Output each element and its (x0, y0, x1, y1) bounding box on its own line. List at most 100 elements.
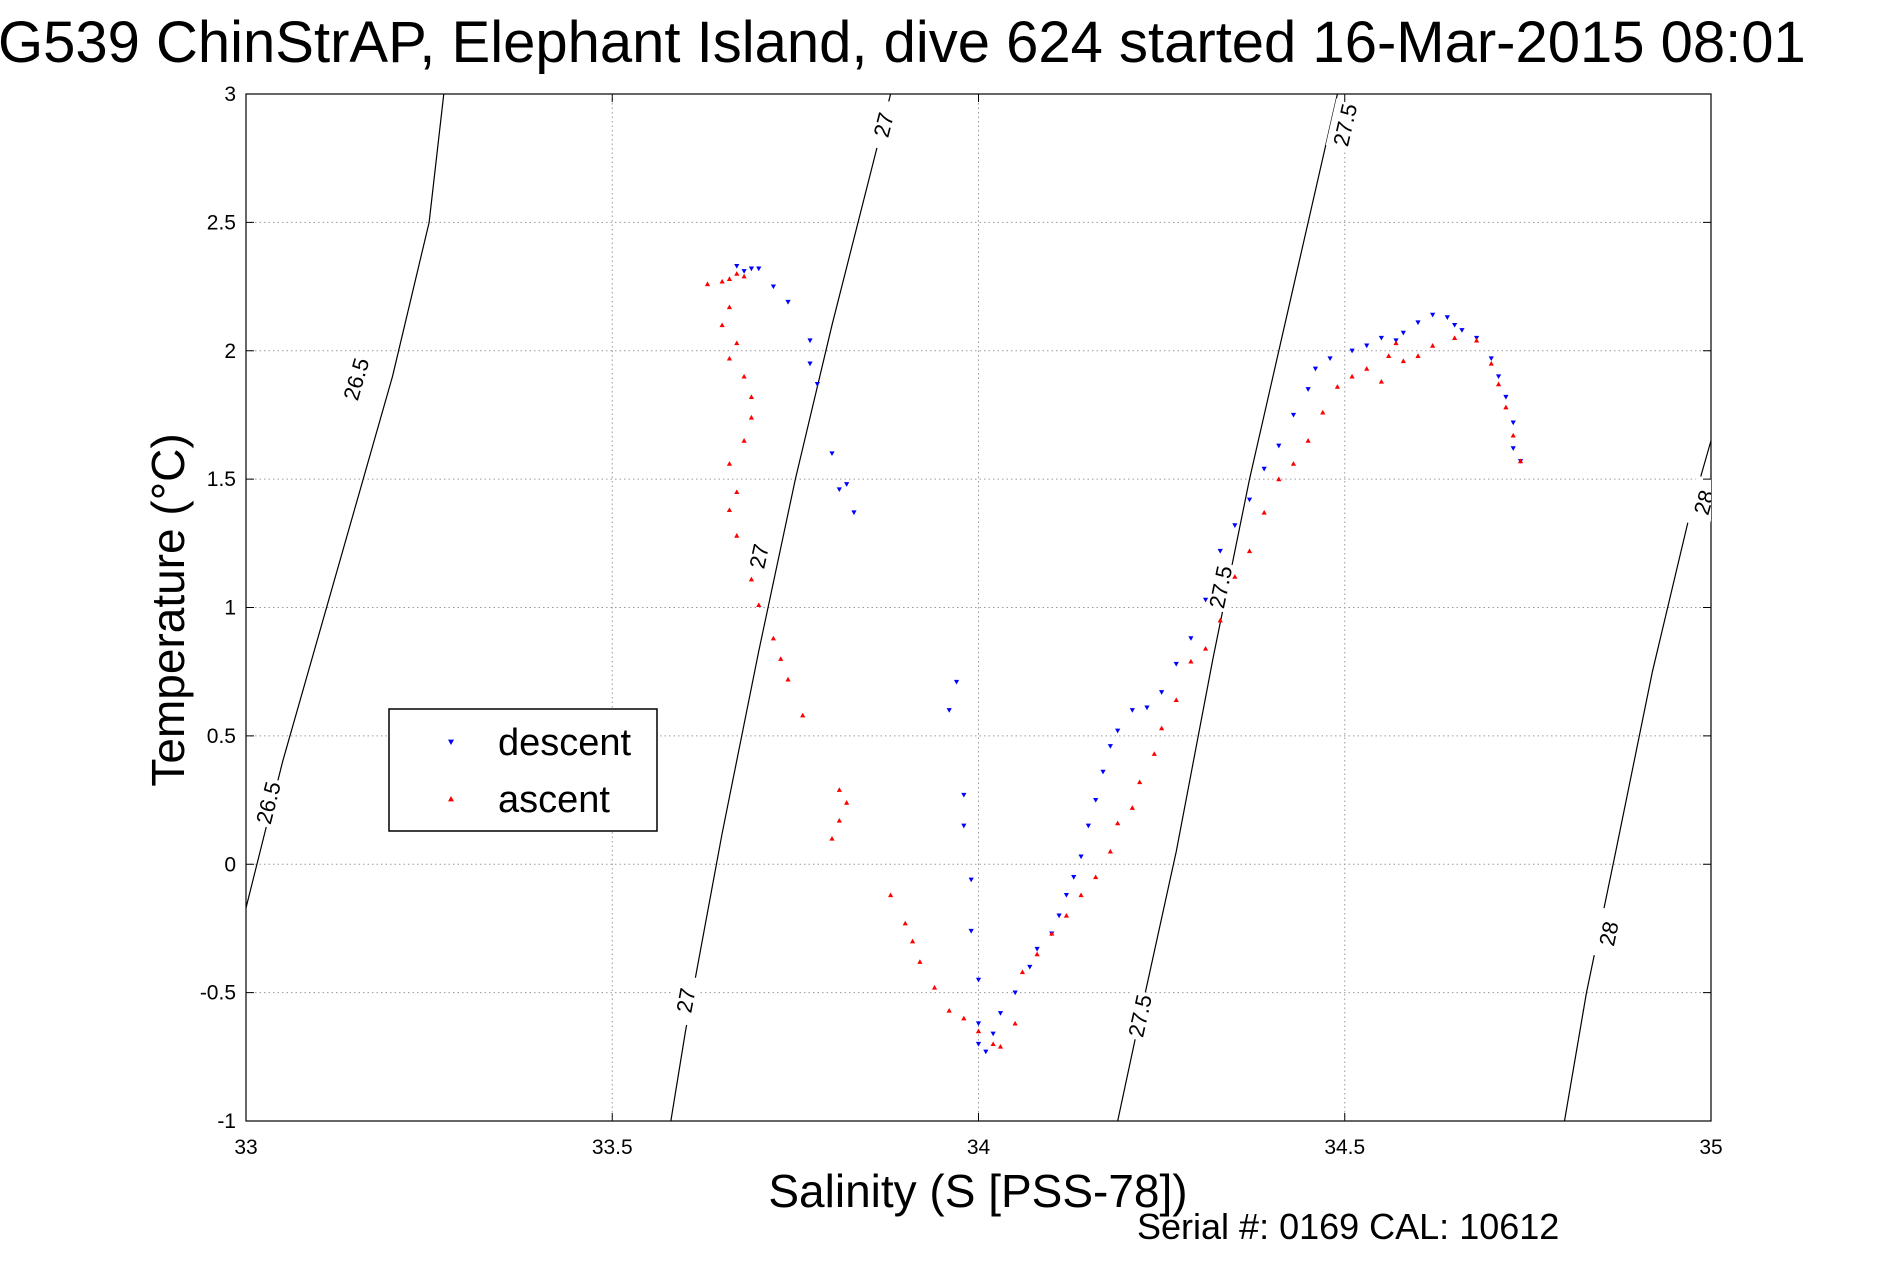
ascent-point (1386, 353, 1392, 358)
data-markers (704, 263, 1524, 1055)
ascent-point (1137, 779, 1143, 785)
ascent-point (726, 276, 733, 281)
descent-point (1129, 708, 1135, 713)
descent-point (748, 266, 755, 272)
ascent-point (748, 394, 755, 400)
ascent-point (990, 1041, 996, 1047)
legend-label-ascent: ascent (498, 779, 610, 821)
ascent-point (741, 273, 747, 279)
contour-label-bg (1683, 475, 1711, 529)
ascent-point (748, 414, 755, 420)
descent-point (1034, 946, 1040, 952)
descent-point (1261, 466, 1267, 472)
ascent-point (836, 787, 842, 792)
descent-point (770, 284, 776, 290)
descent-point (1276, 443, 1282, 449)
ascent-point (946, 1007, 952, 1013)
ascent-point (1173, 697, 1179, 703)
descent-point (851, 510, 857, 516)
descent-point (1510, 446, 1516, 451)
ascent-point (756, 602, 762, 608)
axis-ticks: 33 33.5 34 34.5 35 -1 -0.5 0 0.5 1 1.5 2 2.5 3 (200, 83, 1723, 1159)
ascent-point (734, 271, 740, 276)
ascent-point (1151, 751, 1157, 756)
ascent-point (1063, 913, 1069, 918)
legend-entries: descent ascent (448, 722, 632, 821)
descent-point (1349, 348, 1355, 354)
ascent-point (1349, 373, 1355, 379)
legend-marker-descent (448, 739, 454, 745)
y-tick-label: 2 (224, 340, 236, 363)
descent-point (1378, 335, 1384, 341)
ascent-point (726, 507, 733, 513)
contour-label: 28 (1689, 487, 1720, 517)
ascent-point (1290, 461, 1297, 466)
descent-point (961, 823, 967, 829)
descent-point (961, 792, 967, 798)
descent-point (1452, 322, 1458, 328)
descent-point (1400, 330, 1406, 336)
descent-point (844, 482, 850, 487)
descent-point (1488, 356, 1494, 362)
descent-point (1188, 636, 1194, 641)
contour-label-bg (1201, 560, 1237, 613)
descent-point (1503, 394, 1509, 400)
legend-marker-ascent (448, 796, 454, 802)
ascent-point (1129, 805, 1135, 810)
contour-label: 28 (1594, 919, 1623, 948)
descent-point (807, 361, 813, 367)
descent-point (1173, 661, 1179, 667)
x-tick-label: 34 (967, 1136, 991, 1159)
ascent-point (1364, 366, 1370, 371)
ascent-point (1393, 340, 1399, 346)
contour-label-bg (335, 352, 374, 406)
ascent-point (770, 635, 776, 641)
descent-point (1232, 523, 1238, 528)
descent-point (1305, 387, 1311, 392)
descent-point (1364, 343, 1370, 349)
descent-point (1430, 312, 1436, 318)
ascent-point (1034, 951, 1040, 957)
ascent-point (748, 576, 755, 582)
descent-point (1027, 964, 1033, 970)
legend-box (388, 708, 658, 832)
ascent-point (1078, 892, 1084, 898)
descent-point (990, 1031, 996, 1037)
contour-label-bg (863, 98, 901, 152)
descent-point (829, 451, 835, 457)
descent-point (1495, 374, 1502, 380)
descent-point (1290, 412, 1297, 418)
ascent-point (909, 938, 916, 944)
y-tick-label: 1.5 (207, 468, 236, 491)
y-axis-label: Temperature (°C) (142, 433, 194, 786)
ascent-point (719, 278, 725, 284)
ascent-point (704, 281, 711, 287)
contour-label-bg (248, 775, 286, 829)
descent-point (814, 382, 820, 387)
ascent-point (961, 1015, 967, 1021)
serial-cal-footer: Serial #: 0169 CAL: 10612 (1137, 1206, 1559, 1247)
descent-point (968, 877, 974, 883)
descent-point (1202, 597, 1209, 603)
ascent-point (1452, 335, 1458, 340)
y-tick-label: -0.5 (200, 982, 236, 1005)
density-contour-line (246, 94, 445, 909)
ascent-point (1474, 337, 1480, 343)
ascent-point (1202, 645, 1209, 651)
x-tick-label: 33 (234, 1136, 257, 1159)
ascent-point (836, 818, 842, 823)
descent-point (1510, 420, 1516, 426)
y-tick-label: 3 (224, 83, 236, 106)
ascent-point (902, 920, 908, 926)
ascent-point (1415, 353, 1421, 358)
descent-point (1144, 705, 1150, 711)
ascent-point (1159, 725, 1165, 731)
descent-point (1085, 823, 1091, 829)
contour-label-bg (1120, 989, 1157, 1042)
ascent-point (1334, 384, 1341, 389)
x-tick-label: 33.5 (592, 1136, 633, 1159)
descent-point (1312, 366, 1319, 372)
descent-point (1078, 854, 1084, 860)
legend: descent ascent (388, 708, 658, 832)
